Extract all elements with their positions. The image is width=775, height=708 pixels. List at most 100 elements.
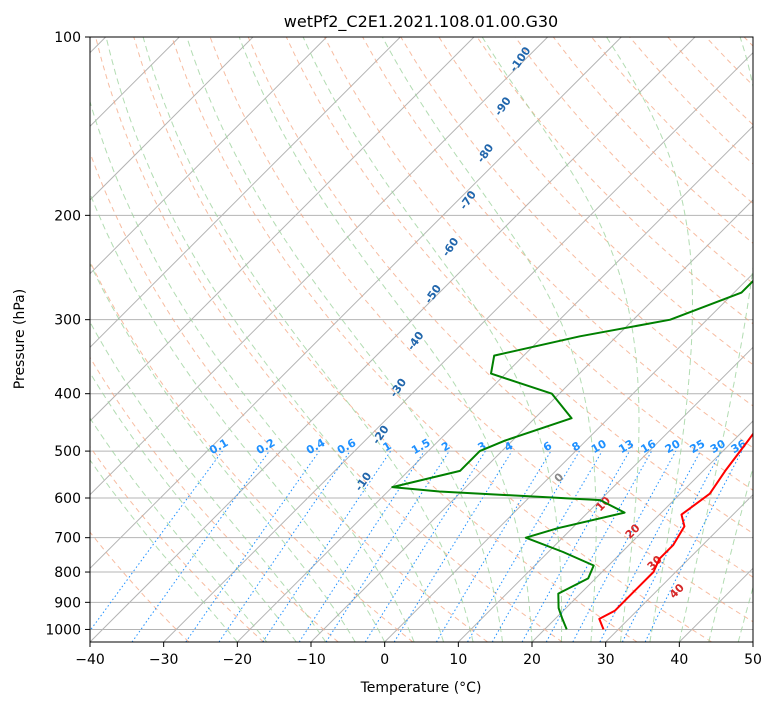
isotherm-line [90,37,401,349]
x-tick-label: −10 [296,652,326,668]
mixing-ratio-line [298,450,425,642]
mixing-ratio-label: 0.4 [304,436,328,457]
dry-adiabat-line [209,37,753,623]
mixing-ratio-label: 6 [541,439,554,454]
isotherm-line [163,51,753,642]
x-tick-label: −30 [149,652,179,668]
moist-adiabat-line [90,459,238,642]
y-tick-label: 700 [54,531,81,547]
y-tick-label: 500 [54,444,81,460]
dry-adiabat-line [705,37,753,87]
x-axis-label: Temperature (°C) [360,680,482,696]
mixing-ratio-line [262,450,392,642]
dry-adiabat-line [171,37,712,642]
mixing-ratio-line [644,450,743,642]
mixing-ratio-label: 25 [688,437,708,456]
mixing-ratio-label: 13 [616,437,636,456]
x-tick-label: 40 [670,652,688,668]
dry-adiabat-line [90,445,264,642]
dry-adiabat-label: -90 [492,94,514,118]
y-tick-label: 300 [54,313,81,329]
dry-adiabat-line [133,37,638,642]
x-tick-label: 50 [744,652,762,668]
dry-adiabat-line [90,260,414,642]
moist-adiabat-line [606,37,693,642]
isotherm-line [90,37,328,275]
dry-adiabat-line [247,37,753,578]
moist-adiabat-line [708,465,753,642]
moist-adiabat-label: 20 [623,521,643,541]
dry-adiabat-line [362,37,753,449]
mixing-ratio-line [131,450,270,642]
moist-adiabat-line [238,37,533,642]
moist-adiabat-line [381,37,597,642]
y-axis-label: Pressure (hPa) [12,289,28,389]
y-axis: 100 200 300 400 500 600 700 800 900 1000 [45,30,90,638]
dry-adiabat-label: -10 [352,470,374,494]
dry-adiabat-label: -50 [422,282,444,306]
isotherm-line [90,37,254,201]
x-tick-label: 20 [523,652,541,668]
plot-frame [89,36,754,643]
dry-adiabat-label: -60 [439,235,461,259]
x-tick-label: −20 [223,652,253,668]
y-tick-label: 200 [54,208,81,224]
dry-adiabat-label: -40 [405,329,427,353]
mixing-ratio-label: 30 [708,437,728,456]
y-tick-label: 600 [54,491,81,507]
mixing-ratio-label: 20 [663,437,683,456]
y-tick-label: 1000 [45,622,81,638]
isotherm-line [236,125,753,642]
moist-adiabat-line [142,37,474,642]
isotherm-line [678,567,753,642]
isotherm-line [310,199,753,642]
y-tick-label: 400 [54,387,81,403]
x-tick-label: 10 [449,652,467,668]
isotherm-line [605,493,753,642]
dewpoint-line [391,279,753,630]
mixing-ratio-line [521,450,630,642]
moist-adiabat-line [302,37,563,642]
dry-adiabat-line [591,37,753,205]
mixing-ratio-label: 16 [639,437,659,456]
dry-adiabat-line [285,37,753,534]
dry-adiabat-line [90,356,339,642]
isotherm-line [531,420,753,642]
dry-adiabat-line [400,37,753,407]
mixing-ratio-line [572,450,677,642]
dry-adiabat-line [743,37,753,47]
chart-title: wetPf2_C2E1.2021.108.01.00.G30 [284,12,558,32]
temperature-line [598,432,753,630]
dry-adiabat-line [438,37,753,366]
moist-adiabat-line [186,37,503,642]
x-tick-label: −40 [75,652,105,668]
background-lines [90,37,753,642]
profile-lines [391,279,753,630]
isotherm-line [384,272,753,642]
moist-adiabat-line [90,417,268,642]
moist-adiabat-line [105,37,445,642]
mixing-ratio-label: 0.6 [335,436,359,457]
dry-adiabat-label: -80 [474,141,496,165]
x-tick-label: 0 [380,652,389,668]
dry-adiabat-line [552,37,753,244]
y-tick-label: 100 [54,30,81,46]
moist-adiabat-line [90,262,356,642]
dry-adiabat-line [667,37,753,126]
mixing-ratio-label: 1.5 [409,436,432,457]
mixing-ratio-line [325,450,450,642]
moist-adiabat-line [678,37,753,642]
x-tick-label: 30 [597,652,615,668]
mixing-ratio-line [185,450,320,642]
isotherm-line [90,37,549,496]
isotherm-line [457,346,753,642]
dry-adiabat-line [90,151,488,642]
isotherm-line [90,37,475,422]
moist-adiabat-line [90,371,297,642]
moist-adiabat-line [90,192,386,642]
isotherm-line [752,641,753,642]
isotherm-line [90,37,622,570]
y-tick-label: 900 [54,595,81,611]
dry-adiabat-line [95,37,563,642]
